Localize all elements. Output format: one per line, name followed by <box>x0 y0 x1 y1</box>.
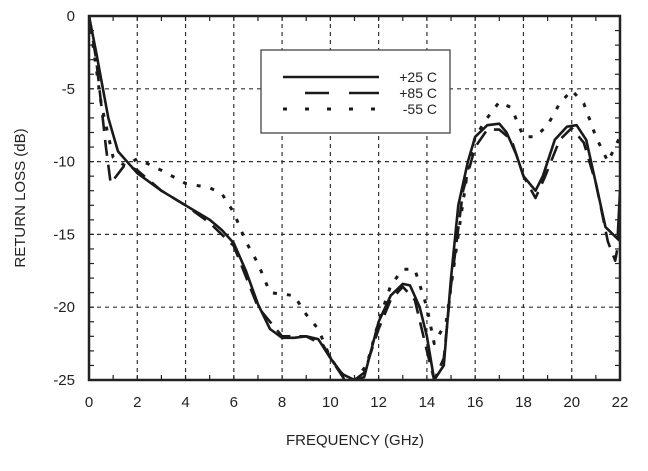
legend-label: -55 C <box>403 101 437 117</box>
series-line-3 <box>89 16 620 380</box>
x-axis-label: FREQUENCY (GHz) <box>286 432 424 449</box>
series-layer <box>89 16 620 380</box>
x-tick-label: 14 <box>419 394 436 411</box>
x-tick-label: 12 <box>370 394 387 411</box>
y-tick-label: -10 <box>53 154 75 171</box>
y-tick-label: -25 <box>53 372 75 389</box>
x-tick-label: 4 <box>181 394 189 411</box>
legend-box <box>260 49 451 134</box>
legend: +25 C+85 C-55 C <box>260 49 451 134</box>
x-tick-label: 20 <box>563 394 580 411</box>
x-tick-label: 10 <box>322 394 339 411</box>
x-tick-label: 8 <box>278 394 286 411</box>
ticks: 0 2 4 6 8 10 12 14 16 18 20 22 0 -5 -10 -15 -20 -25 <box>53 8 628 411</box>
x-tick-label: 16 <box>467 394 484 411</box>
y-tick-label: -15 <box>53 226 75 243</box>
x-tick-label: 2 <box>133 394 141 411</box>
series-line-2 <box>89 16 620 380</box>
x-tick-label: 18 <box>515 394 532 411</box>
series-line-1 <box>89 16 620 380</box>
y-tick-label: -20 <box>53 299 75 316</box>
legend-label: +85 C <box>399 85 437 101</box>
x-tick-label: 6 <box>230 394 238 411</box>
y-tick-label: 0 <box>67 8 75 25</box>
y-tick-label: -5 <box>62 81 75 98</box>
legend-label: +25 C <box>399 69 437 85</box>
x-tick-label: 22 <box>612 394 629 411</box>
y-axis-label: RETURN LOSS (dB) <box>12 128 29 267</box>
x-tick-label: 0 <box>85 394 93 411</box>
